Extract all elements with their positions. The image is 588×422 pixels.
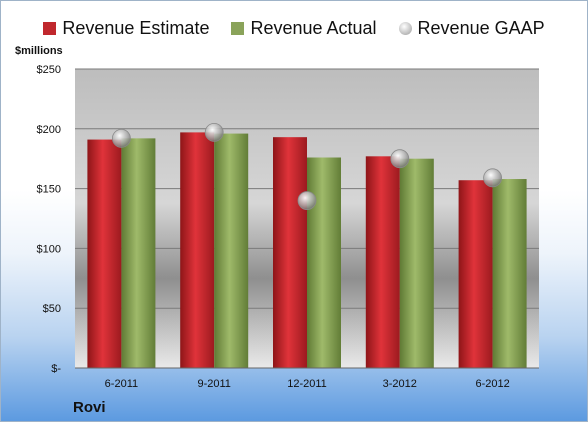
bar-revenue-estimate [458, 180, 493, 368]
legend-swatch-actual [231, 22, 245, 35]
x-tick-label: 12-2011 [287, 378, 327, 390]
bar-revenue-actual [492, 179, 527, 368]
marker-revenue-gaap [483, 168, 503, 188]
marker-revenue-gaap [390, 149, 410, 169]
company-name: Rovi [73, 399, 106, 416]
y-tick-label: $200 [37, 124, 61, 136]
y-axis-unit-label: $millions [15, 45, 63, 57]
bar-revenue-estimate [273, 137, 307, 368]
legend: Revenue Estimate Revenue Actual Revenue … [1, 18, 587, 39]
legend-swatch-estimate [43, 22, 57, 35]
y-tick-label: $- [51, 363, 61, 375]
bar-revenue-actual [214, 133, 249, 368]
bar-revenue-actual [121, 138, 156, 368]
legend-swatch-gaap [398, 22, 412, 35]
legend-item-actual: Revenue Actual [231, 18, 377, 39]
marker-revenue-gaap [204, 122, 224, 142]
bar-revenue-estimate [180, 132, 215, 368]
legend-label-gaap: Revenue GAAP [417, 18, 545, 38]
x-tick-label: 6-2011 [105, 378, 138, 390]
y-tick-label: $250 [37, 64, 61, 76]
legend-label-estimate: Revenue Estimate [62, 18, 210, 38]
bar-revenue-actual [307, 157, 341, 368]
bar-revenue-estimate [365, 156, 400, 368]
x-tick-label: 6-2012 [475, 378, 509, 390]
legend-label-actual: Revenue Actual [250, 18, 377, 38]
legend-item-gaap: Revenue GAAP [398, 18, 545, 39]
bar-revenue-actual [399, 158, 434, 368]
x-tick-label: 9-2011 [197, 378, 230, 390]
y-tick-label: $100 [37, 243, 61, 255]
marker-revenue-gaap [297, 191, 317, 210]
legend-item-estimate: Revenue Estimate [43, 18, 209, 39]
y-tick-label: $50 [43, 303, 61, 315]
x-tick-label: 3-2012 [383, 378, 417, 390]
y-tick-label: $150 [37, 184, 61, 196]
bar-revenue-estimate [87, 139, 122, 368]
marker-revenue-gaap [112, 128, 131, 148]
